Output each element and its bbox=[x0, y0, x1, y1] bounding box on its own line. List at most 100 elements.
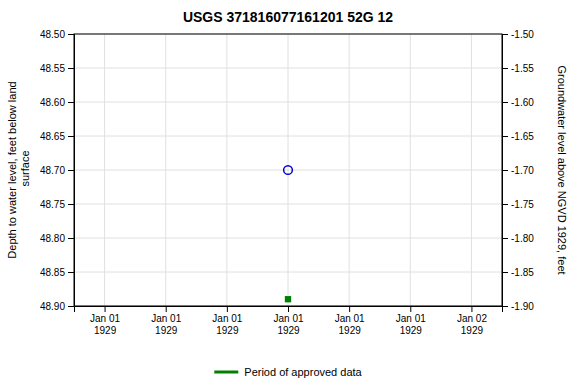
tick-label: Jan 011929 bbox=[335, 313, 365, 336]
y2-tick: -1.50 bbox=[502, 29, 534, 40]
tick-mark bbox=[471, 306, 472, 312]
tick-label: -1.85 bbox=[511, 267, 534, 278]
tick-mark bbox=[502, 204, 508, 205]
tick-label: 48.70 bbox=[40, 165, 65, 176]
y2-tick: -1.55 bbox=[502, 63, 534, 74]
tick-mark bbox=[68, 238, 74, 239]
y2-tick: -1.90 bbox=[502, 301, 534, 312]
tick-mark bbox=[68, 204, 74, 205]
text-line: 1929 bbox=[94, 325, 117, 336]
tick-mark bbox=[166, 306, 167, 312]
axis-line bbox=[68, 35, 75, 307]
text-line: 1929 bbox=[400, 325, 423, 336]
tick-mark bbox=[349, 306, 350, 312]
grid-line bbox=[226, 34, 227, 306]
tick-label: Jan 011929 bbox=[151, 313, 181, 336]
legend-swatch bbox=[214, 371, 238, 374]
text-line: Jan 01 bbox=[90, 313, 120, 324]
text-line: Jan 01 bbox=[212, 313, 242, 324]
plot-frame bbox=[74, 34, 502, 306]
tick-mark bbox=[68, 272, 74, 273]
tick-label: Jan 011929 bbox=[396, 313, 426, 336]
tick-mark bbox=[68, 170, 74, 171]
y-tick: 48.60 bbox=[40, 97, 74, 108]
y-tick: 48.65 bbox=[40, 131, 74, 142]
text-line: Depth to water level, feet below land bbox=[6, 81, 18, 258]
tick-mark bbox=[68, 68, 74, 69]
grid bbox=[74, 34, 502, 306]
y2-axis-title: Groundwater level above NGVD 1929, feet bbox=[556, 65, 568, 274]
tick-mark bbox=[502, 34, 508, 35]
x-tick: Jan 011929 bbox=[212, 306, 242, 336]
text-line: Groundwater level above NGVD 1929, feet bbox=[556, 65, 568, 274]
y-tick: 48.75 bbox=[40, 199, 74, 210]
y-tick: 48.90 bbox=[40, 301, 74, 312]
tick-label: 48.85 bbox=[40, 267, 65, 278]
chart: 48.5048.5548.6048.6548.7048.7548.8048.85… bbox=[0, 0, 576, 384]
text-line: 1929 bbox=[277, 325, 300, 336]
tick-label: Jan 011929 bbox=[273, 313, 303, 336]
point bbox=[284, 166, 293, 175]
tick-label: 48.55 bbox=[40, 63, 65, 74]
tick-mark bbox=[502, 272, 508, 273]
tick-mark bbox=[410, 306, 411, 312]
tick-label: -1.90 bbox=[511, 301, 534, 312]
tick-mark bbox=[227, 306, 228, 312]
tick-label: -1.50 bbox=[511, 29, 534, 40]
tick-mark bbox=[502, 238, 508, 239]
x-tick: Jan 021929 bbox=[457, 306, 487, 336]
tick-label: -1.60 bbox=[511, 97, 534, 108]
text-line: Jan 01 bbox=[335, 313, 365, 324]
tick-mark bbox=[502, 68, 508, 69]
y-tick: 48.70 bbox=[40, 165, 74, 176]
grid-line bbox=[349, 34, 350, 306]
grid-line bbox=[410, 34, 411, 306]
tick-label: 48.65 bbox=[40, 131, 65, 142]
tick-mark bbox=[105, 306, 106, 312]
tick-label: Jan 011929 bbox=[212, 313, 242, 336]
grid-line bbox=[288, 34, 289, 306]
x-tick: Jan 011929 bbox=[396, 306, 426, 336]
tick-label: 48.50 bbox=[40, 29, 65, 40]
tick-mark bbox=[68, 136, 74, 137]
text-line: 1929 bbox=[216, 325, 239, 336]
y2-axis: -1.50 -1.55 -1.60 -1.65 -1.70 -1.75 -1.80 -1.85… bbox=[502, 29, 534, 312]
marks bbox=[284, 166, 293, 303]
title: USGS 371816077161201 52G 12 bbox=[183, 9, 393, 25]
tick-label: -1.65 bbox=[511, 131, 534, 142]
text-line: Jan 01 bbox=[396, 313, 426, 324]
text-line: Jan 01 bbox=[151, 313, 181, 324]
x-tick: Jan 011929 bbox=[273, 306, 303, 336]
y2-tick: -1.85 bbox=[502, 267, 534, 278]
text-line: Jan 01 bbox=[273, 313, 303, 324]
axis-line bbox=[75, 307, 503, 313]
y-axis: 48.5048.5548.6048.6548.7048.7548.8048.85… bbox=[40, 29, 75, 312]
plot: 48.5048.5548.6048.6548.7048.7548.8048.85… bbox=[40, 29, 534, 336]
x-tick: Jan 011929 bbox=[151, 306, 181, 336]
tick-mark bbox=[68, 102, 74, 103]
tick-label: -1.55 bbox=[511, 63, 534, 74]
tick-mark bbox=[502, 170, 508, 171]
tick-label: Jan 021929 bbox=[457, 313, 487, 336]
tick-label: 48.90 bbox=[40, 301, 65, 312]
grid-line bbox=[104, 34, 105, 306]
axis-line bbox=[503, 35, 509, 307]
legend-label: Period of approved data bbox=[244, 366, 362, 378]
y2-tick: -1.75 bbox=[502, 199, 534, 210]
text-line: 1929 bbox=[339, 325, 362, 336]
text-line: 1929 bbox=[461, 325, 484, 336]
tick-label: 48.60 bbox=[40, 97, 65, 108]
y2-tick: -1.70 bbox=[502, 165, 534, 176]
tick-label: -1.70 bbox=[511, 165, 534, 176]
tick-mark bbox=[68, 34, 74, 35]
x-axis: Jan 011929Jan 011929Jan 011929Jan 011929… bbox=[75, 306, 503, 336]
y-tick: 48.55 bbox=[40, 63, 74, 74]
y-tick: 48.85 bbox=[40, 267, 74, 278]
tick-mark bbox=[502, 136, 508, 137]
grid-line bbox=[471, 34, 472, 306]
y2-tick: -1.80 bbox=[502, 233, 534, 244]
x-tick: Jan 011929 bbox=[335, 306, 365, 336]
y-tick: 48.50 bbox=[40, 29, 74, 40]
legend: Period of approved data bbox=[214, 366, 362, 378]
tick-mark bbox=[68, 306, 74, 307]
